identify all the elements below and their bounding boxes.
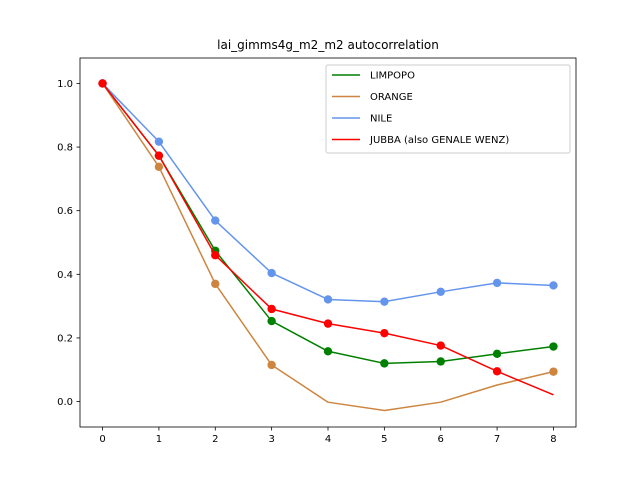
series-3 [98, 79, 554, 396]
series-point [98, 79, 107, 88]
series-point [267, 360, 276, 370]
x-tick-label: 8 [550, 434, 556, 445]
series-point [549, 281, 558, 290]
x-tick-label: 0 [99, 434, 105, 445]
series-point [211, 279, 220, 289]
x-tick-label: 2 [212, 434, 218, 445]
series-point [549, 367, 558, 376]
series-point [436, 287, 445, 297]
legend-label: JUBBA (also GENALE WENZ) [369, 135, 509, 146]
series-point [492, 349, 502, 359]
series-point [267, 316, 276, 326]
x-tick-label: 5 [381, 434, 387, 445]
series-point [323, 319, 333, 328]
series-point [267, 304, 276, 314]
legend-item: LIMPOPO [332, 71, 415, 82]
y-tick-label: 0.8 [57, 143, 73, 154]
x-tick-label: 4 [325, 434, 331, 445]
y-tick-label: 1.0 [57, 79, 73, 90]
series-point [267, 268, 276, 278]
y-tick-label: 0.2 [57, 333, 73, 344]
series-point [492, 278, 502, 288]
plot-area [98, 79, 558, 412]
series-line [101, 83, 554, 412]
series-point [323, 347, 333, 356]
chart-title: lai_gimms4g_m2_m2 autocorrelation [217, 38, 439, 52]
series-point [211, 251, 220, 260]
x-tick-label: 6 [438, 434, 444, 445]
legend-item: JUBBA (also GENALE WENZ) [332, 135, 509, 146]
series-point [154, 137, 164, 146]
series-point [436, 357, 445, 366]
series-point [492, 367, 502, 376]
series-point [154, 162, 164, 171]
y-tick-label: 0.4 [57, 270, 73, 281]
axes: 0 1 2 3 4 5 6 7 8 0.0 0.2 0.4 0.6 0.8 1.0 [57, 57, 577, 445]
legend-label: NILE [370, 114, 392, 125]
y-tick-label: 0.6 [57, 206, 73, 217]
series-point [380, 297, 389, 306]
series-point [380, 359, 389, 368]
series-point [154, 151, 164, 160]
series-point [380, 328, 389, 338]
x-tick-label: 1 [156, 434, 162, 445]
series-point [549, 342, 558, 351]
series-point [436, 341, 445, 350]
series-point [211, 216, 220, 225]
x-tick-label: 7 [494, 434, 500, 445]
legend-label: ORANGE [370, 92, 413, 103]
legend-label: LIMPOPO [370, 71, 415, 82]
legend: LIMPOPO ORANGE NILE JUBBA (also GENALE WENZ… [325, 64, 571, 154]
series-point [323, 295, 333, 304]
x-tick-label: 3 [268, 434, 274, 445]
legend-box [325, 64, 571, 154]
legend-item: ORANGE [332, 92, 413, 103]
legend-item: NILE [332, 114, 392, 125]
y-tick-label: 0.0 [57, 397, 73, 408]
